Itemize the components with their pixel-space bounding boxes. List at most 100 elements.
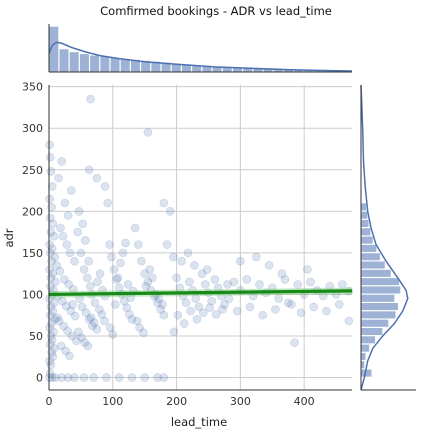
scatter-point bbox=[50, 315, 60, 324]
scatter-point bbox=[55, 266, 65, 276]
scatter-point bbox=[162, 240, 172, 249]
scatter-point bbox=[159, 373, 169, 382]
scatter-point bbox=[79, 265, 89, 274]
scatter-point bbox=[54, 173, 63, 183]
scatter-point bbox=[46, 360, 56, 370]
scatter-point bbox=[90, 298, 100, 308]
scatter-point bbox=[58, 296, 67, 306]
right-histogram-bar bbox=[360, 319, 389, 328]
scatter-point bbox=[125, 310, 134, 319]
scatter-point bbox=[70, 256, 79, 266]
scatter-point bbox=[114, 283, 124, 293]
scatter-point bbox=[86, 94, 95, 104]
regression-fit bbox=[48, 287, 353, 298]
scatter-point bbox=[82, 273, 92, 283]
scatter-point bbox=[137, 256, 146, 266]
scatter-point bbox=[45, 356, 54, 366]
y-axis-label: adr bbox=[2, 228, 16, 247]
right-histogram-bar bbox=[360, 252, 381, 261]
chart-title: Comfirmed bookings - ADR vs lead_time bbox=[100, 4, 332, 18]
scatter-point bbox=[309, 302, 319, 312]
scatter-point bbox=[45, 339, 55, 349]
scatter-point bbox=[169, 327, 179, 337]
y-tick-label: 200 bbox=[22, 205, 43, 218]
scatter-point bbox=[49, 344, 59, 353]
scatter-point bbox=[56, 341, 66, 351]
scatter-point bbox=[95, 269, 105, 278]
scatter-point bbox=[258, 310, 267, 320]
scatter-point bbox=[54, 316, 64, 326]
y-tick-label: 300 bbox=[22, 122, 43, 135]
right-kde-curve bbox=[360, 84, 409, 391]
scatter-point bbox=[322, 306, 331, 316]
y-axis-ticks: 0 50 100 150 200 250 300 350 bbox=[22, 81, 43, 385]
scatter-point bbox=[68, 300, 77, 309]
x-tick-label: 300 bbox=[230, 395, 251, 408]
scatter-point bbox=[45, 213, 55, 223]
scatter-point bbox=[83, 341, 93, 351]
scatter-point bbox=[186, 306, 195, 316]
scatter-point bbox=[84, 315, 94, 324]
scatter-point bbox=[65, 248, 75, 258]
scatter-point bbox=[158, 300, 167, 309]
scatter-point bbox=[113, 273, 123, 283]
scatter-point bbox=[205, 303, 215, 313]
top-histogram-bar bbox=[120, 58, 131, 73]
scatter-point bbox=[61, 346, 70, 356]
scatter-point bbox=[45, 153, 55, 162]
right-histogram-bar bbox=[360, 277, 400, 286]
top-kde-curve bbox=[48, 41, 353, 72]
scatter-point bbox=[283, 298, 293, 308]
right-histogram-bar bbox=[360, 343, 370, 353]
scatter-point bbox=[51, 277, 60, 287]
scatter-point bbox=[277, 269, 287, 278]
scatter-point bbox=[47, 348, 56, 357]
scatter-point bbox=[139, 328, 148, 337]
scatter-point bbox=[280, 275, 290, 284]
scatter-point bbox=[45, 369, 55, 378]
scatter-point bbox=[172, 273, 181, 283]
scatter-point bbox=[114, 373, 124, 382]
scatter-point bbox=[45, 310, 55, 320]
scatter-point bbox=[67, 331, 77, 341]
scatter-point bbox=[109, 265, 119, 274]
scatter-point bbox=[338, 280, 347, 289]
scatter-point bbox=[197, 269, 207, 278]
scatter-point bbox=[140, 269, 149, 278]
x-axis-label: lead_time bbox=[171, 415, 227, 429]
scatter-point bbox=[100, 182, 110, 191]
scatter-point bbox=[181, 298, 191, 308]
scatter-point bbox=[192, 315, 202, 324]
scatter-point bbox=[199, 308, 208, 318]
scatter-point bbox=[218, 305, 227, 314]
scatter-point bbox=[45, 194, 54, 204]
scatter-point bbox=[173, 310, 183, 320]
scatter-point bbox=[290, 338, 299, 347]
right-histogram-bar bbox=[360, 335, 376, 344]
scatter-point bbox=[156, 305, 165, 314]
scatter-point bbox=[119, 296, 129, 306]
scatter-point bbox=[63, 211, 73, 220]
scatter-point bbox=[103, 198, 112, 208]
scatter-point bbox=[121, 238, 130, 248]
top-marginal-histogram bbox=[48, 24, 353, 73]
scatter-point bbox=[93, 277, 102, 287]
scatter-point bbox=[47, 182, 57, 191]
scatter-point bbox=[63, 326, 72, 336]
scatter-point bbox=[148, 273, 157, 283]
scatter-point bbox=[92, 173, 102, 183]
right-histogram-bar bbox=[360, 244, 377, 253]
right-histogram-bar bbox=[360, 211, 368, 220]
scatter-point bbox=[63, 373, 73, 382]
scatter-point bbox=[296, 308, 306, 318]
top-histogram-bar bbox=[69, 51, 80, 73]
scatter-point bbox=[59, 321, 68, 331]
scatter-point bbox=[153, 298, 162, 308]
scatter-point bbox=[220, 300, 229, 309]
scatter-point bbox=[105, 240, 114, 249]
scatter-point bbox=[293, 280, 303, 289]
scatter-point bbox=[47, 202, 56, 212]
regression-line bbox=[48, 289, 353, 297]
scatter-point bbox=[141, 281, 151, 291]
y-tick-label: 50 bbox=[29, 330, 43, 343]
